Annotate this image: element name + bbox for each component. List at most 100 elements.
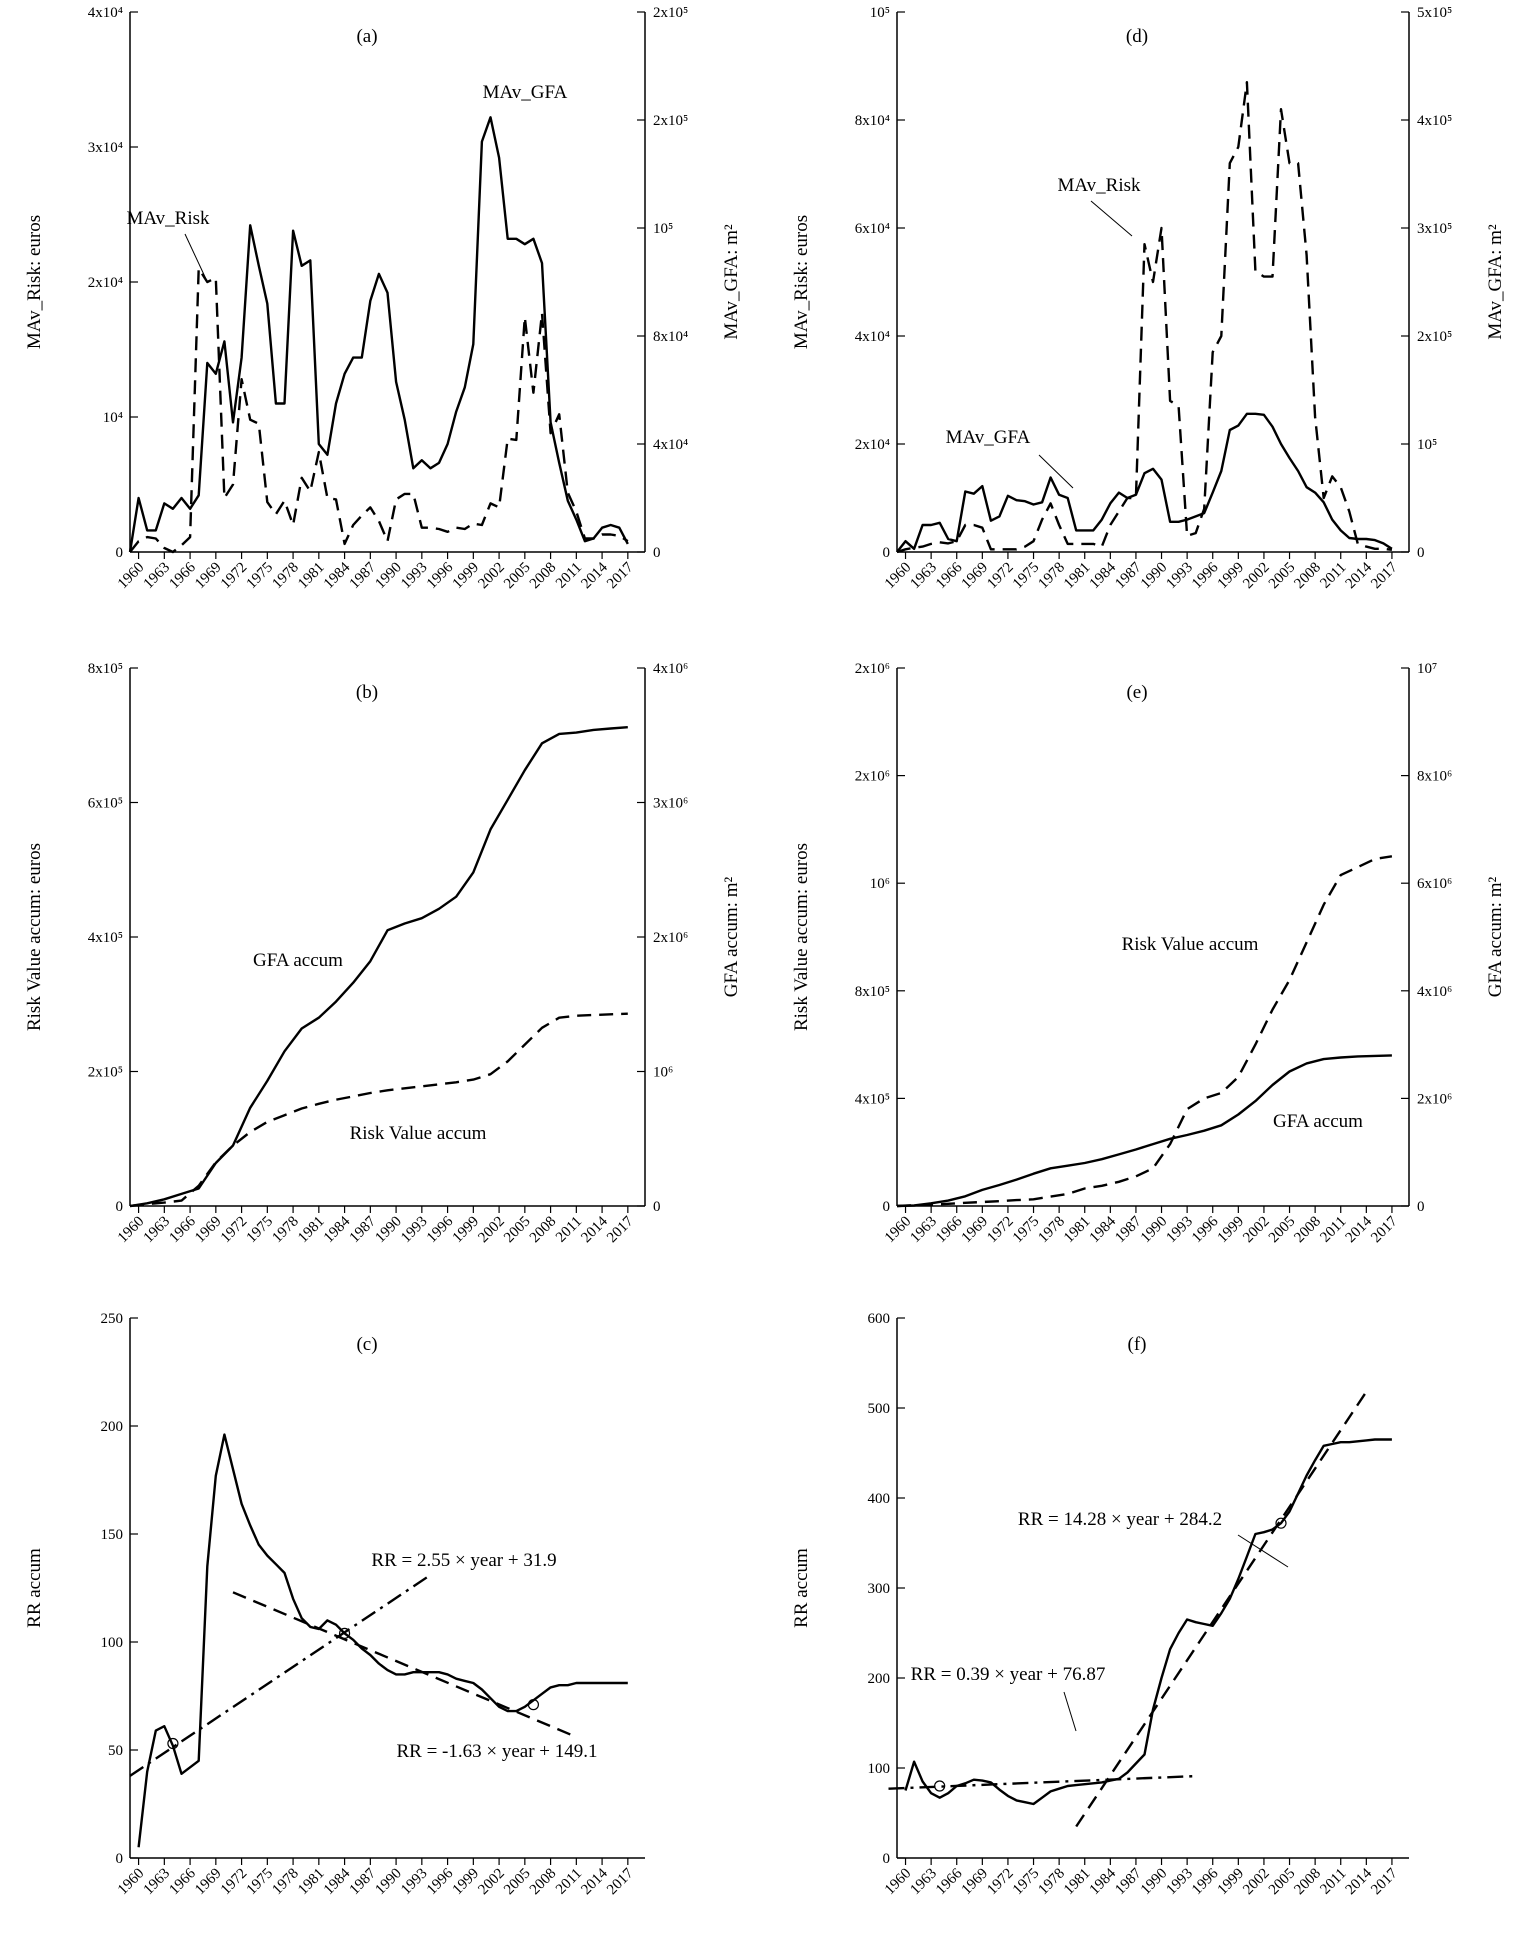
x-tick-label: 1996 xyxy=(1189,1865,1222,1898)
x-tick-label: 2017 xyxy=(604,1865,637,1898)
y-tick-label: 100 xyxy=(868,1761,891,1777)
x-tick-label: 1999 xyxy=(1215,560,1248,593)
series-rr-14-28-year-284-2 xyxy=(1075,1391,1368,1828)
x-tick-label: 2005 xyxy=(501,1866,534,1899)
x-tick-label: 2002 xyxy=(1240,560,1273,593)
annotation-leader xyxy=(1090,200,1133,237)
y2-tick-label: 2x10⁵ xyxy=(653,113,688,129)
y-tick-label: 0 xyxy=(883,1851,891,1867)
x-tick-label: 2011 xyxy=(1317,560,1349,592)
intersection-marker xyxy=(527,1699,540,1711)
x-tick-label: 1966 xyxy=(933,559,966,592)
y-axis-label: MAv_Risk: euros xyxy=(791,215,812,349)
x-tick-label: 1969 xyxy=(192,1214,225,1247)
x-tick-label: 1981 xyxy=(295,1214,328,1247)
y2-tick-label: 10⁷ xyxy=(1417,661,1437,677)
y2-tick-label: 0 xyxy=(1417,1199,1425,1215)
y2-tick-label: 4x10⁴ xyxy=(653,437,688,453)
x-tick-label: 2014 xyxy=(1343,559,1376,592)
y-axis-label: Risk Value accum: euros xyxy=(24,843,45,1031)
x-tick-label: 1984 xyxy=(1087,1865,1120,1898)
panel-a: 0 10⁴ 2x10⁴ 3x10⁴ 4x10⁴ 0 4x10⁴ 8x10⁴ 10⁵ 2x10⁵ 2x… xyxy=(24,5,742,592)
y2-tick-label: 10⁵ xyxy=(653,221,673,237)
x-tick-label: 2002 xyxy=(475,560,508,593)
y-tick-label: 8x10⁵ xyxy=(855,984,890,1000)
x-tick-label: 2002 xyxy=(1240,1214,1273,1247)
x-tick-label: 2011 xyxy=(1317,1866,1349,1898)
y-tick-label: 0 xyxy=(883,545,891,561)
x-tick-label: 1990 xyxy=(372,1214,405,1247)
y2-tick-label: 2x10⁶ xyxy=(1417,1091,1452,1107)
x-tick-label: 1960 xyxy=(882,1214,915,1247)
x-tick-label: 1966 xyxy=(166,559,199,592)
x-tick-label: 1981 xyxy=(1061,560,1094,593)
x-tick-label: 1972 xyxy=(218,1214,251,1247)
x-tick-label: 1963 xyxy=(907,1866,940,1899)
y-tick-label: 600 xyxy=(868,1311,891,1327)
y2-tick-label: 3x10⁶ xyxy=(653,796,688,812)
x-tick-label: 1984 xyxy=(321,1865,354,1898)
series-rr-accum xyxy=(137,1433,628,1848)
x-tick-label: 2014 xyxy=(578,559,611,592)
x-tick-label: 1996 xyxy=(424,1865,457,1898)
panel-e: 0 4x10⁵ 8x10⁵ 10⁶ 2x10⁶ 2x10⁶ 0 2x10⁶ 4x10⁶ 6x10⁶… xyxy=(791,661,1506,1246)
x-tick-label: 1993 xyxy=(1163,1866,1196,1899)
y-tick-label: 4x10⁵ xyxy=(88,930,123,946)
x-tick-label: 1975 xyxy=(1010,560,1043,593)
series-mav-gfa xyxy=(896,412,1393,553)
y2-tick-label: 10⁶ xyxy=(653,1065,673,1081)
x-tick-label: 2005 xyxy=(1266,1214,1299,1247)
x-tick-label: 2017 xyxy=(1368,1865,1401,1898)
intersection-marker xyxy=(934,1780,946,1792)
x-tick-label: 1990 xyxy=(1138,560,1171,593)
y-tick-label: 0 xyxy=(116,1851,124,1867)
x-tick-label: 1987 xyxy=(1112,1865,1145,1898)
x-tick-label: 1990 xyxy=(1138,1214,1171,1247)
x-tick-label: 1999 xyxy=(450,1866,483,1899)
x-tick-label: 1969 xyxy=(959,560,992,593)
y-axis-label: Risk Value accum: euros xyxy=(791,843,812,1031)
y-tick-label: 2x10⁴ xyxy=(855,437,890,453)
series-rr-0-39-year-76-87 xyxy=(888,1774,1196,1790)
y-tick-label: 4x10⁵ xyxy=(855,1091,890,1107)
annotation: RR = -1.63 × year + 149.1 xyxy=(396,1741,597,1762)
y2-tick-label: 2x10⁵ xyxy=(653,5,688,21)
annotation: MAv_GFA xyxy=(483,82,568,103)
x-tick-label: 2008 xyxy=(527,1866,560,1899)
x-tick-label: 1975 xyxy=(244,1866,277,1899)
x-tick-label: 2008 xyxy=(1291,1866,1324,1899)
x-tick-label: 2005 xyxy=(501,560,534,593)
x-tick-label: 2011 xyxy=(553,1866,585,1898)
y2-tick-label: 0 xyxy=(653,545,661,561)
x-tick-label: 1969 xyxy=(192,1866,225,1899)
x-tick-label: 2002 xyxy=(475,1866,508,1899)
x-tick-label: 2017 xyxy=(604,1213,637,1246)
x-tick-label: 2005 xyxy=(1266,560,1299,593)
x-tick-label: 1963 xyxy=(907,560,940,593)
x-tick-label: 1987 xyxy=(347,1213,380,1246)
x-tick-label: 1975 xyxy=(244,560,277,593)
annotation-leader xyxy=(1063,1691,1077,1732)
annotation: RR = 2.55 × year + 31.9 xyxy=(371,1550,556,1571)
series-risk-value-accum xyxy=(129,1012,628,1208)
intersection-marker xyxy=(1275,1517,1287,1529)
y-tick-label: 50 xyxy=(108,1743,123,1759)
x-tick-label: 1984 xyxy=(1087,1213,1120,1246)
panel-label: (d) xyxy=(1126,26,1148,47)
x-tick-label: 2017 xyxy=(604,559,637,592)
y-tick-label: 400 xyxy=(868,1491,891,1507)
y-axis-label: RR accum xyxy=(791,1548,812,1628)
panel-label: (f) xyxy=(1128,1334,1147,1355)
annotation: GFA accum xyxy=(1273,1111,1363,1132)
x-tick-label: 1993 xyxy=(1163,1214,1196,1247)
x-tick-label: 1981 xyxy=(1061,1866,1094,1899)
x-tick-label: 1987 xyxy=(1112,559,1145,592)
x-tick-label: 1999 xyxy=(450,1214,483,1247)
series-gfa-accum xyxy=(896,1054,1392,1208)
y2-tick-label: 3x10⁵ xyxy=(1417,221,1452,237)
x-tick-label: 2014 xyxy=(1343,1865,1376,1898)
x-tick-label: 1975 xyxy=(1010,1866,1043,1899)
x-tick-label: 1975 xyxy=(1010,1214,1043,1247)
x-tick-label: 1984 xyxy=(1087,559,1120,592)
x-tick-label: 2017 xyxy=(1368,559,1401,592)
